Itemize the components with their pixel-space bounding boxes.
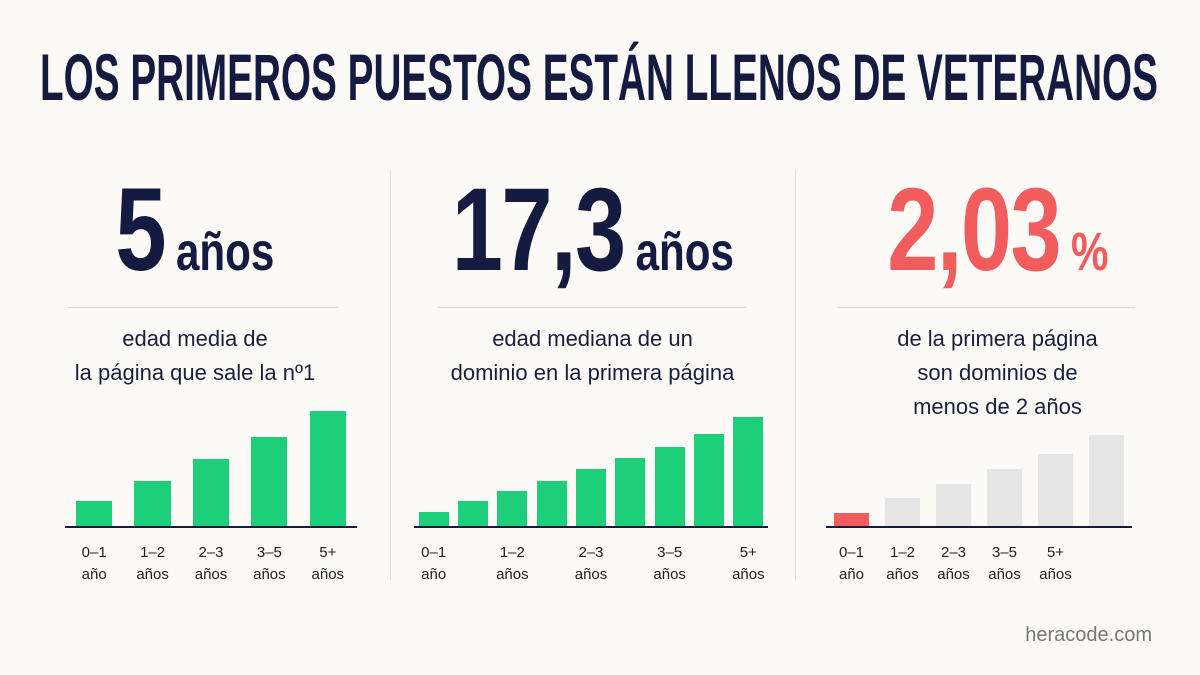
bar	[1038, 454, 1073, 527]
bar	[987, 469, 1022, 527]
bar	[654, 447, 685, 527]
x-tick-label: 0–1 año	[81, 544, 107, 583]
x-tick-label: 2–3 años	[574, 544, 608, 583]
bar	[834, 513, 869, 527]
headline-unit: %	[1070, 222, 1109, 282]
x-axis	[414, 526, 768, 528]
x-tick-label: 2–3 años	[194, 544, 228, 583]
x-tick-label: 5+ años	[732, 544, 765, 583]
bar	[309, 411, 346, 527]
title-box: LOS PRIMEROS PUESTOS ESTÁN LLENOS DE VET…	[40, 40, 1158, 114]
caption-line: menos de 2 años	[913, 394, 1082, 419]
bar	[251, 437, 288, 527]
bar	[192, 459, 230, 527]
bar	[134, 481, 171, 527]
stat-panel: 17,3 años edad mediana de un dominio en la …	[390, 160, 795, 600]
bar	[615, 458, 646, 527]
headline-number: 2,03	[886, 164, 1061, 296]
bar	[694, 434, 724, 527]
x-axis	[826, 526, 1132, 528]
x-tick-label: 1–2 años	[886, 544, 919, 583]
x-tick-label: 3–5 años	[253, 544, 286, 583]
bar	[936, 484, 971, 527]
caption-line: edad media de	[122, 326, 268, 351]
x-tick-label: 0–1 año	[838, 544, 865, 583]
separator	[438, 307, 746, 308]
x-tick-label: 0–1 año	[421, 544, 447, 583]
x-tick-label: 1–2 años	[496, 544, 529, 583]
caption-line: edad mediana de un	[492, 326, 693, 351]
x-tick-label: 5+ años	[311, 544, 345, 583]
bar	[458, 501, 488, 527]
headline: 17,3 años	[390, 160, 795, 296]
x-axis	[65, 526, 357, 528]
bar	[536, 481, 567, 527]
x-tick-label: 3–5 años	[988, 544, 1021, 583]
bar	[885, 498, 920, 527]
caption: edad media de la página que sale la nº1	[0, 322, 390, 390]
headline-number: 5	[115, 164, 167, 296]
separator	[837, 307, 1135, 308]
stat-panel: 5 años edad media de la página que sale la …	[0, 160, 390, 600]
caption-line: dominio en la primera página	[450, 360, 735, 385]
headline-unit: años	[635, 222, 734, 282]
title: LOS PRIMEROS PUESTOS ESTÁN LLENOS DE VET…	[40, 40, 1158, 114]
headline-text: 2,03%	[887, 160, 1108, 300]
headline-number: 17,3	[451, 164, 625, 296]
headline-unit: años	[176, 222, 275, 282]
bar	[1089, 435, 1124, 527]
headline-text: 17,3 años	[451, 160, 733, 300]
headline-text: 5 años	[116, 160, 275, 300]
bar	[733, 417, 764, 527]
headline: 2,03%	[795, 160, 1200, 296]
stat-panel: 2,03% de la primera página son dominios de…	[795, 160, 1200, 600]
divider	[795, 170, 796, 580]
bar	[76, 501, 113, 527]
headline: 5 años	[0, 160, 390, 296]
x-tick-label: 2–3 años	[937, 544, 970, 583]
bar	[418, 512, 449, 527]
bar	[497, 491, 528, 527]
caption: de la primera página son dominios de menos…	[795, 322, 1200, 424]
separator	[68, 307, 338, 308]
bar	[576, 469, 606, 527]
caption-line: son dominios de	[917, 360, 1078, 385]
caption: edad mediana de un dominio en la primera …	[390, 322, 795, 390]
caption-line: la página que sale la nº1	[74, 360, 316, 385]
x-tick-label: 3–5 años	[653, 544, 686, 583]
caption-line: de la primera página	[897, 326, 1098, 351]
divider	[390, 170, 391, 580]
x-tick-label: 1–2 años	[136, 544, 169, 583]
x-tick-label: 5+ años	[1039, 544, 1072, 583]
footer: heracode.com	[1025, 624, 1152, 646]
